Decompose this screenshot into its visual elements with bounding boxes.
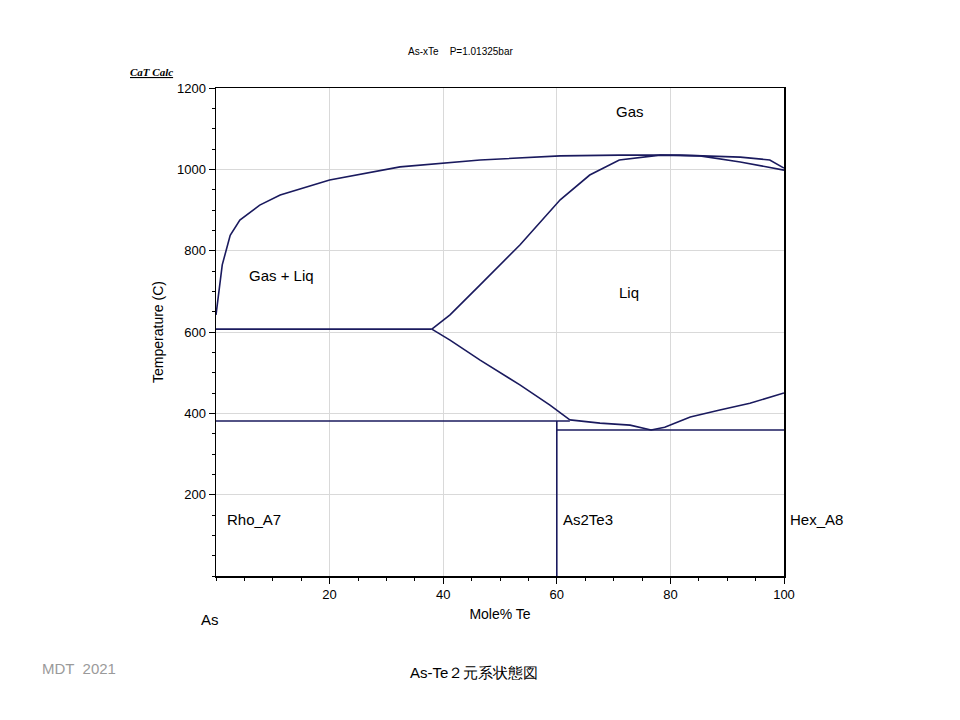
svg-text:Hex_A8: Hex_A8 (790, 511, 843, 528)
svg-text:Gas + Liq: Gas + Liq (249, 267, 314, 284)
svg-text:100: 100 (773, 587, 795, 602)
svg-text:As-xTe P=1.01325bar: As-xTe P=1.01325bar (408, 46, 513, 57)
svg-text:200: 200 (184, 487, 206, 502)
svg-text:600: 600 (184, 325, 206, 340)
svg-text:400: 400 (184, 406, 206, 421)
svg-text:As-Te２元系状態図: As-Te２元系状態図 (410, 664, 538, 681)
svg-text:800: 800 (184, 243, 206, 258)
svg-text:Liq: Liq (619, 284, 639, 301)
svg-text:Mole% Te: Mole% Te (469, 606, 530, 622)
svg-text:40: 40 (436, 587, 450, 602)
svg-text:Gas: Gas (616, 103, 644, 120)
svg-text:As2Te3: As2Te3 (563, 511, 613, 528)
svg-text:Temperature (C): Temperature (C) (150, 281, 166, 383)
svg-text:1200: 1200 (177, 81, 206, 96)
svg-text:Rho_A7: Rho_A7 (227, 511, 281, 528)
svg-text:60: 60 (550, 587, 564, 602)
svg-text:CaT Calc: CaT Calc (130, 66, 173, 78)
svg-text:1000: 1000 (177, 162, 206, 177)
svg-text:MDT 2021: MDT 2021 (42, 660, 116, 677)
svg-text:80: 80 (663, 587, 677, 602)
svg-text:As: As (201, 611, 219, 628)
svg-text:20: 20 (322, 587, 336, 602)
